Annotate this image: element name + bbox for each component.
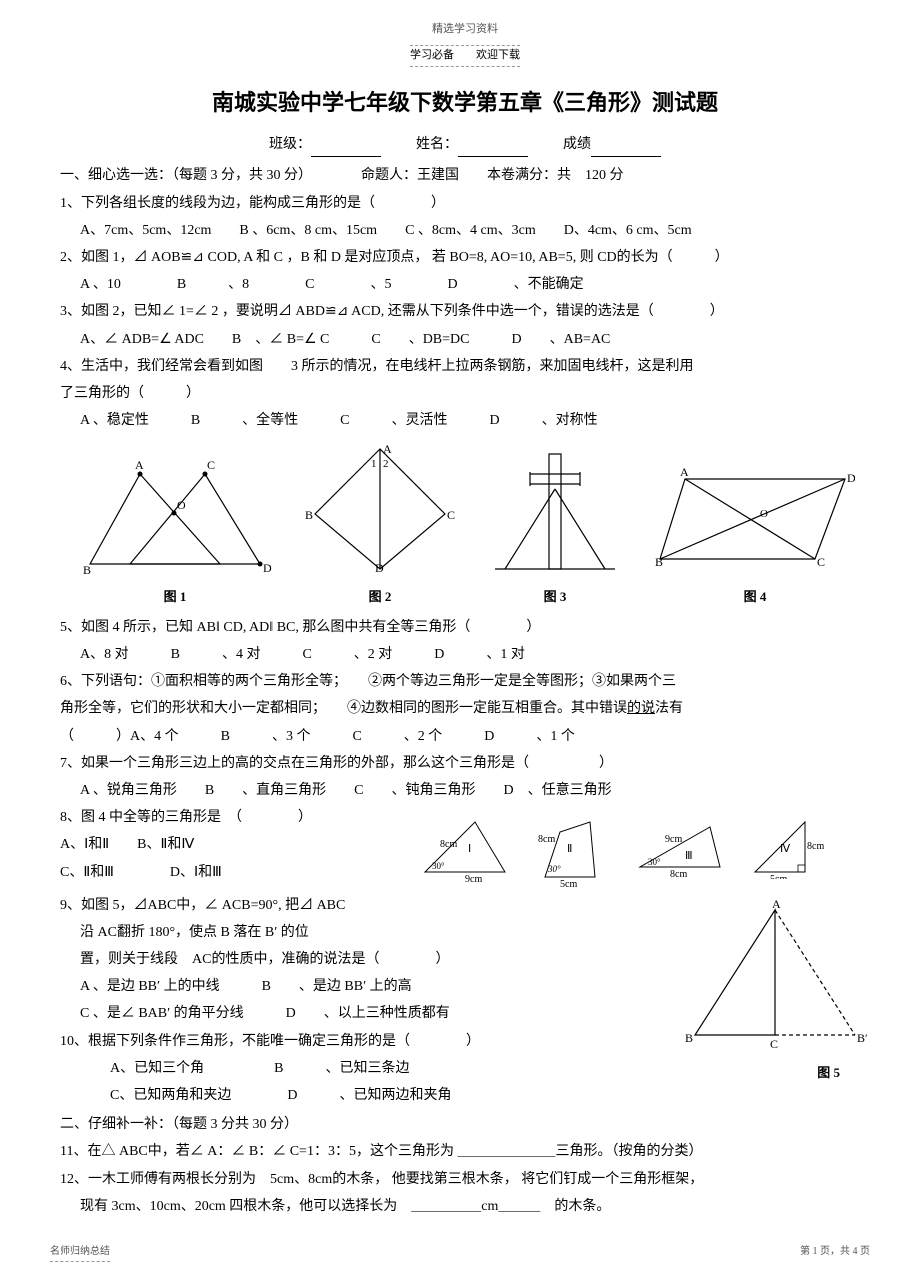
q4-opts: A 、稳定性 B 、全等性 C 、灵活性 D 、对称性 xyxy=(60,408,870,433)
label-name: 姓名： xyxy=(416,137,458,152)
footer: 名师归纳总结 第 1 页，共 4 页 xyxy=(50,1243,870,1262)
svg-text:30°: 30° xyxy=(432,861,445,871)
svg-text:D: D xyxy=(375,561,384,574)
svg-text:2: 2 xyxy=(383,458,389,470)
q4-stem1: 4、生活中，我们经常会看到如图 3 所示的情况，在电线杆上拉两条钢筋，来加固电线… xyxy=(60,354,870,379)
triangle-II: 8cm 5cm 30° Ⅱ xyxy=(535,817,610,887)
label-class: 班级： xyxy=(269,137,311,152)
q5-opts: A、8 对 B 、4 对 C 、2 对 D 、1 对 xyxy=(60,642,870,667)
q12-l2: 现有 3cm、10cm、20cm 四根木条，他可以选择长为 ＿＿＿＿＿cm＿＿＿… xyxy=(60,1194,870,1219)
footer-right: 第 1 页，共 4 页 xyxy=(800,1243,870,1262)
q11: 11、在△ ABC中，若∠ A：∠ B：∠ C=1：3：5，这个三角形为 ＿＿＿… xyxy=(60,1139,870,1164)
svg-text:C: C xyxy=(447,508,455,522)
triangle-IV: 8cm 5cm Ⅳ xyxy=(750,817,825,879)
svg-text:30°: 30° xyxy=(648,857,661,867)
triangle-I: 8cm 9cm 30° Ⅰ xyxy=(420,817,515,882)
q6-stem2: 角形全等，它们的形状和大小一定都相同； ④边数相同的图形一定能互相重合。其中错误… xyxy=(60,696,870,721)
q4-stem2: 了三角形的（ ） xyxy=(60,381,870,406)
fig3-label: 图 3 xyxy=(485,585,625,608)
svg-text:5cm: 5cm xyxy=(770,874,787,879)
svg-text:D: D xyxy=(847,471,855,485)
svg-text:C: C xyxy=(817,555,825,569)
svg-text:1: 1 xyxy=(371,458,377,470)
fig1-label: 图 1 xyxy=(75,585,275,608)
top-meta-2: 学习必备 欢迎下载 xyxy=(410,45,520,67)
figures-row-1: A C O B D 图 1 A 1 2 B C D 图 2 xyxy=(60,439,870,609)
footer-left: 名师归纳总结 xyxy=(50,1243,110,1262)
label-score: 成绩 xyxy=(563,137,591,152)
q8-figures: 8cm 9cm 30° Ⅰ 8cm 5cm 30° Ⅱ 9cm 8cm 30° … xyxy=(420,817,870,887)
svg-text:8cm: 8cm xyxy=(670,869,687,877)
q3-opts: A、∠ ADB=∠ ADC B 、∠ B=∠ C C 、DB=DC D 、AB=… xyxy=(60,327,870,352)
svg-text:A: A xyxy=(135,458,144,472)
svg-text:Ⅰ: Ⅰ xyxy=(468,843,471,855)
info-row: 班级： 姓名： 成绩 xyxy=(60,132,870,157)
fig2-label: 图 2 xyxy=(305,585,455,608)
top-meta-1: 精选学习资料 xyxy=(60,20,870,40)
svg-text:30°: 30° xyxy=(547,864,561,874)
q7-stem: 7、如果一个三角形三边上的高的交点在三角形的外部，那么这个三角形是（ ） xyxy=(60,751,870,776)
svg-text:9cm: 9cm xyxy=(465,874,482,882)
q5-stem: 5、如图 4 所示，已知 AB‖ CD, AD‖ BC, 那么图中共有全等三角形… xyxy=(60,615,870,640)
q7-opts: A 、锐角三角形 B 、直角三角形 C 、钝角三角形 D 、任意三角形 xyxy=(60,778,870,803)
figure-1: A C O B D xyxy=(75,454,275,574)
svg-text:A: A xyxy=(680,465,689,479)
svg-text:B: B xyxy=(655,555,663,569)
svg-text:O: O xyxy=(177,498,186,512)
svg-text:A: A xyxy=(383,442,392,456)
svg-text:8cm: 8cm xyxy=(807,841,824,852)
fig4-label: 图 4 xyxy=(655,585,855,608)
figure-4: A D B C O xyxy=(655,464,855,574)
q2-opts: A 、10 B 、8 C 、5 D 、不能确定 xyxy=(60,272,870,297)
svg-text:C: C xyxy=(207,458,215,472)
svg-text:B: B xyxy=(685,1031,693,1045)
q12-l1: 12、一木工师傅有两根长分别为 5cm、8cm的木条， 他要找第三根木条， 将它… xyxy=(60,1167,870,1192)
q1-stem: 1、下列各组长度的线段为边，能构成三角形的是（ ） xyxy=(60,191,870,216)
svg-text:C: C xyxy=(770,1037,778,1050)
figure-2: A 1 2 B C D xyxy=(305,439,455,574)
figure-5: A B C B′ xyxy=(680,900,870,1050)
q3-stem: 3、如图 2，已知∠ 1=∠ 2 ，要说明⊿ ABD≌⊿ ACD, 还需从下列条… xyxy=(60,299,870,324)
svg-text:O: O xyxy=(760,508,768,520)
svg-text:Ⅳ: Ⅳ xyxy=(780,843,791,855)
svg-text:B: B xyxy=(83,563,91,574)
fig5-label: 图 5 xyxy=(680,1061,870,1084)
svg-text:9cm: 9cm xyxy=(665,834,682,845)
page-title: 南城实验中学七年级下数学第五章《三角形》测试题 xyxy=(60,83,870,123)
q10-optsB: C、已知两角和夹边 D 、已知两边和夹角 xyxy=(60,1083,870,1108)
q1-opts: A、7cm、5cm、12cm B 、6cm、8 cm、15cm C 、8cm、4… xyxy=(60,218,870,243)
section-1-header: 一、细心选一选：（每题 3 分，共 30 分） 命题人：王建国 本卷满分：共 1… xyxy=(60,163,870,188)
q6-stem1: 6、下列语句：①面积相等的两个三角形全等； ②两个等边三角形一定是全等图形；③如… xyxy=(60,669,870,694)
svg-text:8cm: 8cm xyxy=(538,834,555,845)
svg-text:Ⅲ: Ⅲ xyxy=(685,850,693,862)
triangle-III: 9cm 8cm 30° Ⅲ xyxy=(630,817,730,877)
svg-text:8cm: 8cm xyxy=(440,839,457,850)
svg-text:5cm: 5cm xyxy=(560,879,577,887)
svg-text:B′: B′ xyxy=(857,1031,868,1045)
q2-stem: 2、如图 1，⊿ AOB≌⊿ COD, A 和 C ，B 和 D 是对应顶点， … xyxy=(60,245,870,270)
svg-text:D: D xyxy=(263,561,272,574)
svg-text:A: A xyxy=(772,900,781,911)
q6-opts: （ ）A、4 个 B 、3 个 C 、2 个 D 、1 个 xyxy=(60,724,870,749)
svg-text:Ⅱ: Ⅱ xyxy=(567,843,572,855)
figure-3 xyxy=(485,444,625,574)
svg-text:B: B xyxy=(305,508,313,522)
section-2-header: 二、仔细补一补：（每题 3 分共 30 分） xyxy=(60,1112,870,1137)
